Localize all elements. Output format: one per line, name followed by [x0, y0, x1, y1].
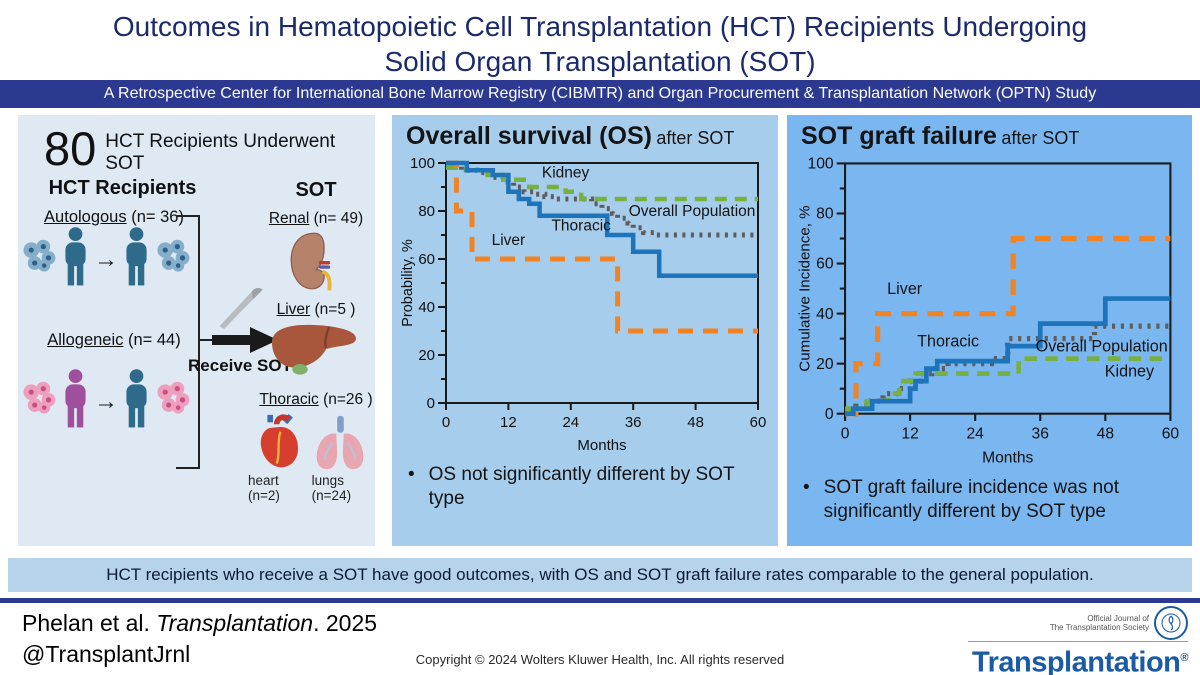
svg-text:100: 100	[807, 156, 833, 173]
footer-divider	[0, 598, 1200, 603]
svg-text:24: 24	[966, 426, 984, 443]
scalpel-icon	[216, 283, 266, 338]
svg-text:20: 20	[816, 356, 834, 373]
svg-text:60: 60	[816, 256, 834, 273]
svg-text:Thoracic: Thoracic	[551, 217, 611, 234]
citation: Phelan et al. Transplantation. 2025	[22, 610, 378, 636]
svg-text:80: 80	[418, 203, 435, 220]
lungs-icon	[312, 415, 368, 476]
cell-cluster-blue-icon	[154, 238, 192, 281]
svg-text:12: 12	[500, 414, 517, 431]
svg-text:0: 0	[427, 395, 435, 412]
allogeneic-label: Allogeneic (n= 44)	[47, 331, 181, 349]
autologous-label: Autologous (n= 36)	[44, 208, 184, 226]
cell-cluster-blue-icon	[20, 238, 58, 281]
summary-text: HCT recipients who receive a SOT have go…	[106, 565, 1094, 584]
group-bracket	[176, 215, 200, 469]
gf-chart-title: SOT graft failure after SOT	[801, 122, 1080, 150]
svg-text:60: 60	[418, 251, 435, 268]
person-teal-icon	[120, 367, 153, 436]
copyright-text: Copyright © 2024 Wolters Kluwer Health, …	[415, 652, 785, 667]
heart-caption: heart (n=2)	[248, 473, 280, 503]
arrow-right-icon	[93, 246, 119, 274]
thoracic-captions: heart (n=2) lungs (n=24)	[248, 473, 384, 503]
logo-wordmark: Transplantation®	[971, 646, 1189, 675]
thoracic-label: Thoracic (n=26 )	[259, 391, 373, 408]
journal-name: Transplantation	[156, 610, 314, 636]
os-chart-title: Overall survival (OS) after SOT	[406, 122, 735, 150]
liver-label: Liver (n=5 )	[276, 301, 356, 318]
cohort-count: 80	[44, 122, 97, 175]
journal-logo: Official Journal of The Transplantation …	[968, 606, 1188, 675]
svg-text:0: 0	[824, 406, 833, 423]
svg-text:Liver: Liver	[887, 280, 923, 298]
overall-survival-panel: Overall survival (OS) after SOT 0 20 40 60 8…	[392, 115, 778, 546]
receive-sot-arrow-icon	[212, 325, 278, 360]
page-title: Outcomes in Hematopoietic Cell Transplan…	[0, 9, 1200, 79]
graft-failure-chart: 0 20 40 60 80 100 0 12 24 36 48 60 Months Cumulative …	[787, 153, 1192, 470]
svg-text:20: 20	[418, 347, 435, 364]
svg-text:60: 60	[1161, 426, 1179, 443]
liver-icon	[268, 321, 360, 384]
svg-text:Kidney: Kidney	[1104, 362, 1154, 380]
graft-failure-panel: SOT graft failure after SOT 0 20 40 60 80 100…	[787, 115, 1192, 546]
cohort-headline-text: HCT Recipients Underwent SOT	[105, 131, 336, 174]
cohort-panel: 80 HCT Recipients Underwent SOT HCT Reci…	[18, 115, 375, 546]
svg-text:36: 36	[625, 414, 642, 431]
svg-text:12: 12	[901, 426, 918, 443]
person-purple-icon	[59, 367, 92, 436]
svg-text:Liver: Liver	[492, 232, 526, 249]
lungs-caption: lungs (n=24)	[311, 473, 352, 503]
os-chart: 0 20 40 60 80 100 0 12 24 36 48 60 Months Probability…	[392, 153, 778, 457]
svg-text:Overall Population: Overall Population	[629, 203, 756, 220]
gf-note: SOT graft failure incidence was not sign…	[787, 470, 1192, 524]
person-teal-icon	[120, 225, 153, 294]
svg-text:100: 100	[410, 155, 435, 172]
summary-bar: HCT recipients who receive a SOT have go…	[8, 558, 1192, 592]
svg-text:36: 36	[1031, 426, 1048, 443]
society-seal-icon	[1154, 606, 1188, 640]
study-banner-text: A Retrospective Center for International…	[103, 85, 1097, 102]
svg-text:0: 0	[442, 414, 450, 431]
svg-text:48: 48	[687, 414, 704, 431]
arrow-right-icon	[93, 388, 119, 416]
page-title-line2: Solid Organ Transplantation (SOT)	[384, 46, 816, 77]
logo-tagline: Official Journal of The Transplantation …	[1049, 614, 1149, 632]
renal-label: Renal (n= 49)	[268, 210, 364, 227]
hct-recipients-heading: HCT Recipients	[48, 177, 197, 199]
svg-text:48: 48	[1096, 426, 1114, 443]
svg-text:Overall Population: Overall Population	[1035, 337, 1167, 355]
thoracic-icons	[254, 413, 368, 476]
receive-sot-label: Receive SOT	[188, 356, 292, 375]
svg-text:60: 60	[750, 414, 767, 431]
heart-icon	[254, 413, 306, 476]
svg-text:80: 80	[816, 206, 834, 223]
svg-text:40: 40	[418, 299, 435, 316]
svg-text:0: 0	[840, 426, 849, 443]
autologous-group	[20, 225, 192, 294]
svg-text:24: 24	[562, 414, 579, 431]
svg-text:Thoracic: Thoracic	[917, 332, 979, 350]
study-banner: A Retrospective Center for International…	[0, 80, 1200, 108]
svg-text:Months: Months	[577, 437, 626, 454]
svg-text:40: 40	[816, 306, 834, 323]
cell-cluster-pink-icon	[154, 380, 192, 423]
twitter-handle: @TransplantJrnl	[22, 641, 191, 667]
person-teal-icon	[59, 225, 92, 294]
allogeneic-group	[20, 367, 192, 436]
logo-line	[968, 641, 1188, 642]
sot-heading: SOT	[295, 179, 337, 201]
svg-text:Cumulative Incidence, %: Cumulative Incidence, %	[796, 205, 813, 371]
bracket-stub	[198, 339, 214, 341]
page-title-line1: Outcomes in Hematopoietic Cell Transplan…	[112, 11, 1088, 42]
cell-cluster-pink-icon	[20, 380, 58, 423]
svg-text:Probability, %: Probability, %	[400, 239, 416, 327]
os-note: OS not significantly different by SOT ty…	[392, 457, 778, 511]
svg-text:Kidney: Kidney	[542, 165, 590, 182]
svg-text:Months: Months	[982, 450, 1033, 467]
cohort-headline: 80 HCT Recipients Underwent SOT	[44, 123, 375, 175]
kidney-icon	[286, 229, 338, 298]
